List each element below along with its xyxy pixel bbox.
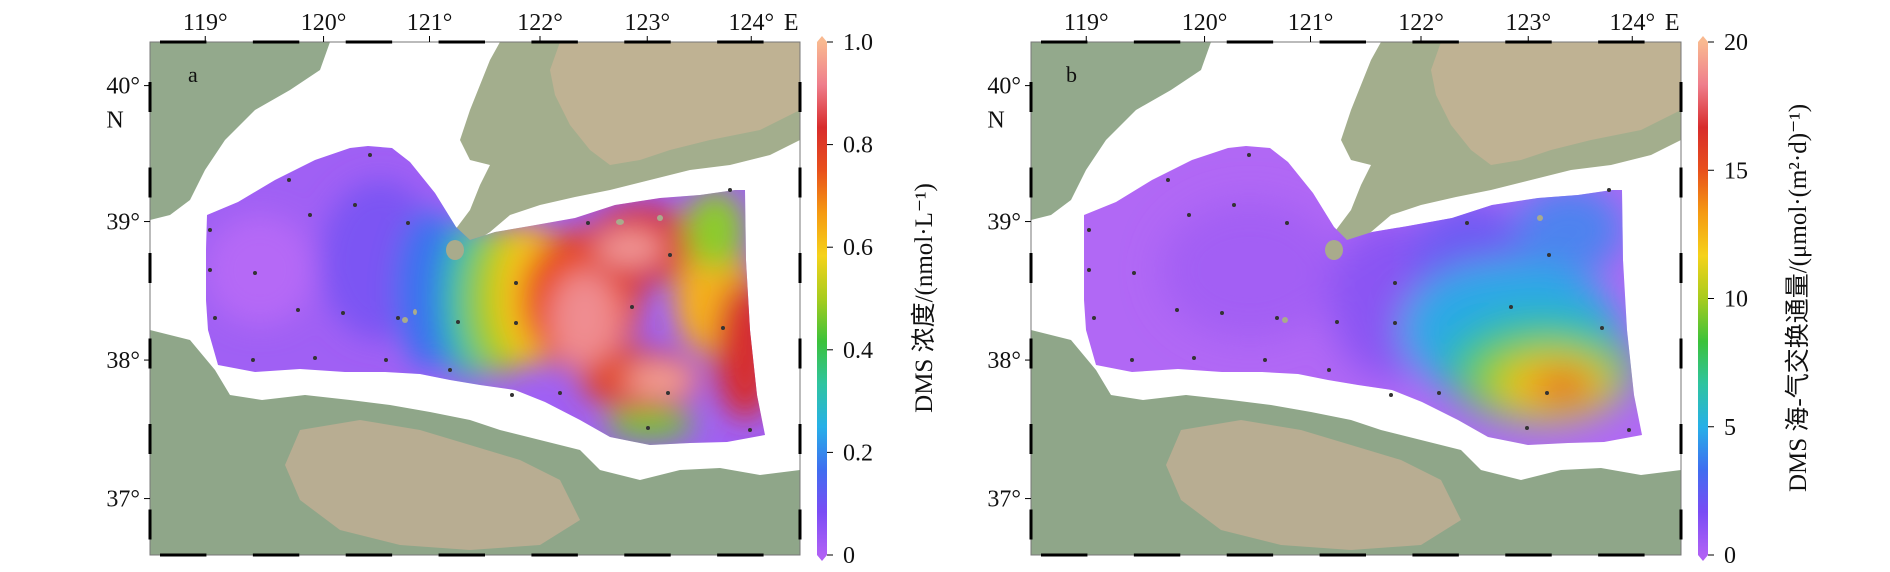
lon-tick-label: 123° <box>1505 10 1551 36</box>
lon-suffix: E <box>784 10 799 36</box>
colorbar-tick-label: 5 <box>1724 415 1736 441</box>
lat-tick-label: 40° <box>106 74 140 100</box>
panel-a: 119° 120° 121° 122° 123° 124° E 40° 39° 38° 37° N a… <box>106 10 938 569</box>
sampling-stations <box>1087 153 1631 432</box>
lon-tick-label: 124° <box>1609 10 1655 36</box>
sampling-stations <box>208 153 752 432</box>
lon-tick-label: 120° <box>1182 10 1228 36</box>
island <box>1325 240 1343 260</box>
island <box>402 317 408 323</box>
colorbar-tick-label: 1.0 <box>843 30 873 56</box>
panel-a-colorbar: 0 0.2 0.4 0.6 0.8 1.0 DMS 浓度/(nmol·L⁻¹) <box>817 30 938 569</box>
lon-tick-label: 119° <box>1064 10 1109 36</box>
panel-b: 119° 120° 121° 122° 123° 124° E 40° 39° 38° 37° N b… <box>987 10 1812 569</box>
lat-tick-label: 40° <box>987 74 1021 100</box>
panel-b-letter: b <box>1066 62 1077 87</box>
colorbar-min-arrow <box>817 555 827 561</box>
colorbar-max-arrow <box>817 36 827 42</box>
colorbar-tick-label: 0.2 <box>843 440 873 466</box>
lat-tick-label: 37° <box>106 487 140 513</box>
panel-a-letter: a <box>188 62 198 87</box>
colorbar-gradient <box>1698 42 1708 555</box>
colorbar-label: DMS 浓度/(nmol·L⁻¹) <box>910 183 938 413</box>
colorbar-label: DMS 海-气交换通量/(μmol·(m²·d)⁻¹) <box>1784 104 1812 492</box>
colorbar-tick-label: 10 <box>1724 287 1748 313</box>
colorbar-ticks: 0 5 10 15 20 <box>1708 30 1748 569</box>
lon-tick-label: 124° <box>728 10 774 36</box>
colorbar-max-arrow <box>1698 36 1708 42</box>
colorbar-tick-label: 0.4 <box>843 338 873 364</box>
colorbar-ticks: 0 0.2 0.4 0.6 0.8 1.0 <box>827 30 873 569</box>
lon-tick-label: 121° <box>1288 10 1334 36</box>
lon-tick-label: 122° <box>1398 10 1444 36</box>
land-liaodong-west <box>1031 42 1211 220</box>
panel-b-colorbar: 0 5 10 15 20 DMS 海-气交换通量/(μmol·(m²·d)⁻¹) <box>1698 30 1812 569</box>
island <box>657 215 663 221</box>
panel-b-map-area <box>1031 42 1681 555</box>
lon-tick-label: 122° <box>517 10 563 36</box>
colorbar-tick-label: 0 <box>843 543 855 569</box>
panel-a-map-area <box>150 42 800 555</box>
land-shandong-highland <box>285 420 580 550</box>
land-shandong-highland <box>1166 420 1461 550</box>
colorbar-tick-label: 0.8 <box>843 133 873 159</box>
lat-tick-label: 39° <box>106 210 140 236</box>
lon-tick-label: 119° <box>183 10 228 36</box>
lon-tick-label: 123° <box>624 10 670 36</box>
lon-tick-label: 121° <box>407 10 453 36</box>
lat-tick-label: 38° <box>987 348 1021 374</box>
lat-tick-label: 37° <box>987 487 1021 513</box>
lat-suffix: N <box>987 108 1004 134</box>
lat-tick-label: 38° <box>106 348 140 374</box>
land-liaodong-highland <box>1431 42 1681 165</box>
colorbar-tick-label: 0 <box>1724 543 1736 569</box>
colorbar-min-arrow <box>1698 555 1708 561</box>
panel-b-axes: 119° 120° 121° 122° 123° 124° E 40° 39° 38° 37° N <box>987 10 1683 557</box>
panel-a-axes: 119° 120° 121° 122° 123° 124° E 40° 39° 38° 37° N <box>106 10 802 557</box>
island <box>616 219 624 225</box>
colorbar-tick-label: 15 <box>1724 158 1748 184</box>
lon-suffix: E <box>1665 10 1680 36</box>
lon-tick-label: 120° <box>301 10 347 36</box>
island <box>1537 215 1543 221</box>
land-liaodong-west <box>150 42 330 220</box>
colorbar-tick-label: 0.6 <box>843 235 873 261</box>
land-liaodong-highland <box>550 42 800 165</box>
lat-suffix: N <box>106 108 123 134</box>
island <box>1282 317 1288 323</box>
colorbar-gradient <box>817 42 827 555</box>
lat-tick-label: 39° <box>987 210 1021 236</box>
island <box>413 309 417 315</box>
island <box>446 240 464 260</box>
colorbar-tick-label: 20 <box>1724 30 1748 56</box>
